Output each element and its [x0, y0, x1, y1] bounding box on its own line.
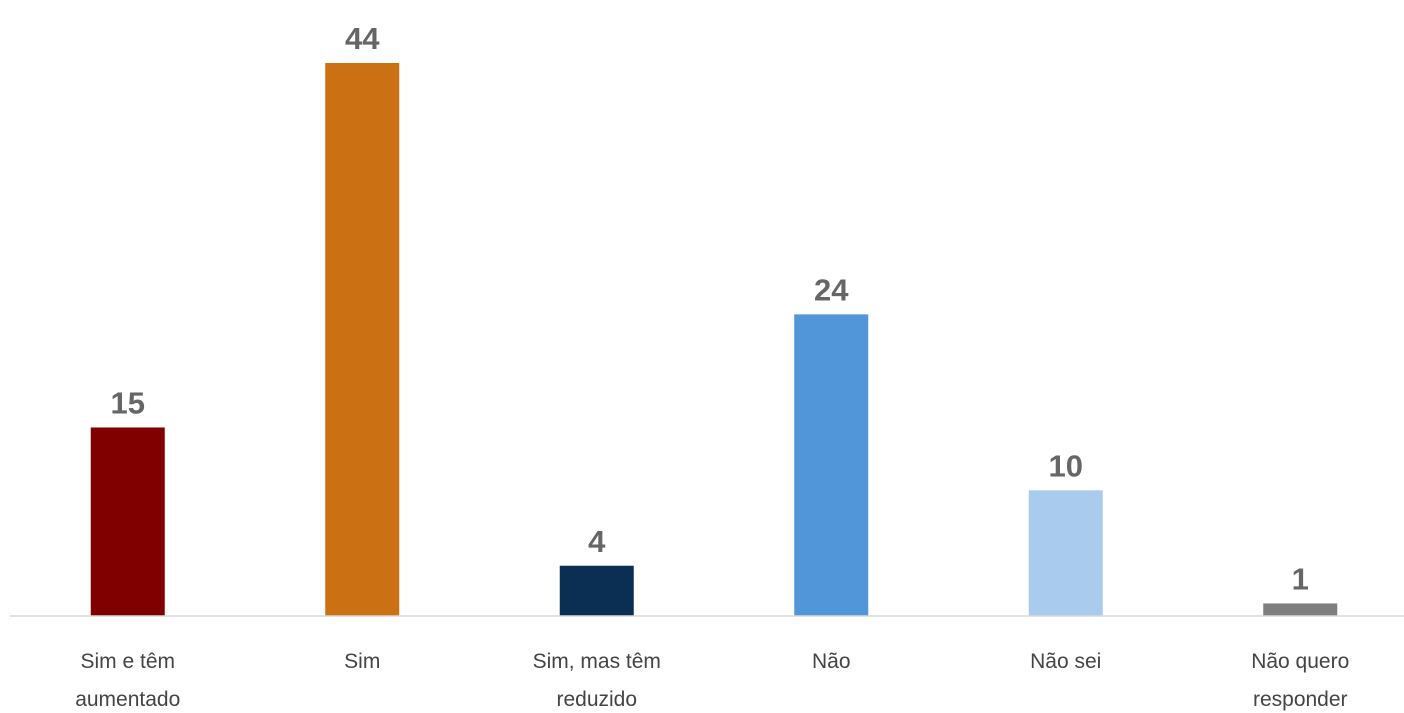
value-label: 44 — [345, 21, 380, 56]
x-tick-label: Não quero responder — [1251, 650, 1350, 711]
value-label: 15 — [111, 386, 145, 421]
bar — [559, 565, 634, 616]
bar — [1028, 490, 1103, 616]
x-tick-label: Não sei — [1030, 650, 1102, 673]
x-tick-label: Sim, mas têm reduzido — [532, 650, 661, 711]
bar — [1263, 603, 1338, 616]
bar — [794, 314, 869, 616]
value-label: 4 — [588, 524, 606, 559]
bar — [90, 427, 165, 616]
value-label: 1 — [1292, 562, 1309, 597]
x-tick-label: Não — [811, 650, 851, 673]
x-tick-label: Sim — [344, 650, 381, 673]
value-label: 24 — [814, 273, 849, 308]
x-tick-label: Sim e têm aumentado — [75, 650, 181, 711]
value-label: 10 — [1049, 449, 1083, 484]
bar — [325, 63, 400, 616]
